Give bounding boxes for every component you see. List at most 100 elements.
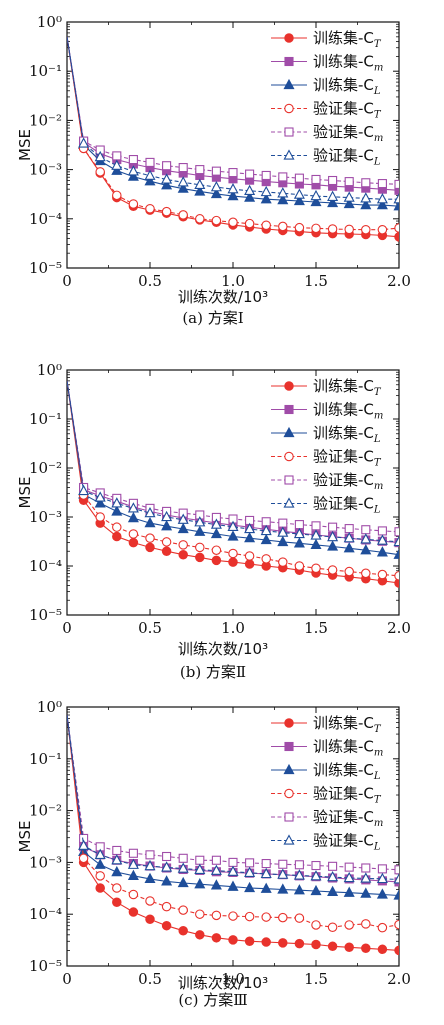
data-point — [310, 529, 322, 540]
data-point — [394, 527, 399, 537]
legend-subscript: T — [374, 795, 382, 806]
series-5 — [67, 714, 399, 875]
series-3 — [67, 380, 399, 559]
series-6 — [67, 714, 399, 884]
data-point — [145, 533, 155, 543]
data-point — [377, 179, 387, 189]
data-point — [376, 872, 388, 884]
data-point — [128, 199, 139, 209]
legend-marker — [284, 741, 294, 752]
data-point — [327, 190, 339, 201]
data-point — [344, 566, 354, 577]
data-point — [128, 848, 138, 858]
data-point — [112, 897, 122, 908]
data-point — [278, 912, 288, 923]
data-point — [111, 505, 123, 516]
y-tick-label: 10⁰ — [37, 698, 62, 716]
data-point — [78, 853, 89, 864]
series-1 — [67, 714, 399, 956]
data-point — [277, 868, 289, 879]
data-point — [112, 522, 122, 532]
x-tick-label: 0 — [62, 619, 72, 637]
data-point — [161, 920, 172, 931]
data-point — [344, 920, 354, 930]
data-point — [178, 925, 188, 936]
data-point — [78, 484, 90, 496]
data-point — [112, 531, 122, 542]
data-point — [161, 510, 173, 522]
legend-name: 训练集-C — [313, 738, 374, 756]
legend-label: 验证集-Cm — [313, 808, 383, 829]
legend-marker — [284, 404, 294, 415]
data-point — [211, 545, 222, 555]
data-point — [376, 193, 388, 204]
data-point — [128, 537, 139, 548]
data-point — [178, 905, 188, 915]
data-point — [162, 161, 172, 171]
legend-name: 验证集-C — [313, 808, 374, 826]
legend-label: 训练集-Cm — [313, 53, 383, 74]
legend-label: 训练集-CL — [313, 761, 381, 782]
data-point — [393, 548, 399, 559]
data-point — [127, 502, 139, 513]
data-point — [377, 922, 388, 933]
data-point — [195, 165, 205, 175]
data-point — [211, 910, 222, 921]
data-point — [210, 180, 222, 192]
data-point — [377, 569, 388, 580]
data-point — [328, 175, 338, 186]
data-point — [128, 155, 138, 165]
data-point — [227, 530, 239, 541]
legend-subscript: T — [374, 110, 382, 121]
data-point — [277, 193, 289, 205]
y-tick-label: 10⁻⁵ — [29, 957, 62, 975]
data-point — [244, 551, 255, 561]
data-point — [394, 571, 399, 581]
x-tick-label: 2.0 — [387, 970, 411, 988]
legend-name: 验证集-C — [313, 471, 374, 489]
data-point — [294, 913, 305, 923]
data-point — [393, 873, 399, 884]
legend-subscript: m — [374, 133, 383, 144]
data-point — [162, 851, 172, 862]
data-point — [376, 888, 388, 899]
data-point — [228, 168, 238, 178]
data-point — [178, 549, 188, 560]
data-point — [343, 886, 355, 897]
data-point — [94, 858, 106, 869]
legend-label: 训练集-Cm — [313, 401, 383, 422]
data-point — [394, 945, 399, 956]
data-point — [344, 224, 354, 235]
series-3 — [67, 36, 399, 211]
data-point — [376, 198, 388, 210]
data-point — [227, 183, 239, 194]
data-point — [260, 185, 272, 197]
legend-name: 验证集-C — [313, 495, 374, 513]
data-point — [195, 552, 205, 563]
data-point — [293, 188, 305, 199]
x-axis-label: 训练次数/10³ — [178, 974, 268, 992]
data-point — [228, 557, 238, 567]
legend-marker — [284, 718, 294, 728]
data-point — [344, 177, 354, 187]
data-point — [393, 200, 399, 211]
legend-label: 训练集-Cm — [313, 738, 383, 759]
legend-label: 验证集-Cm — [313, 471, 383, 492]
data-point — [244, 218, 255, 229]
legend-subscript: m — [374, 63, 383, 74]
data-point — [393, 535, 399, 547]
data-point — [177, 522, 189, 534]
data-point — [128, 529, 139, 539]
legend-name: 验证集-C — [313, 147, 374, 165]
data-point — [145, 542, 155, 553]
data-point — [260, 867, 272, 879]
series-4 — [67, 714, 399, 933]
y-tick-label: 10⁻⁵ — [29, 606, 62, 624]
series-6 — [67, 380, 399, 547]
data-point — [111, 159, 123, 170]
data-point — [228, 548, 238, 559]
data-point — [310, 884, 322, 896]
data-point — [244, 191, 256, 202]
legend-marker — [283, 763, 295, 775]
